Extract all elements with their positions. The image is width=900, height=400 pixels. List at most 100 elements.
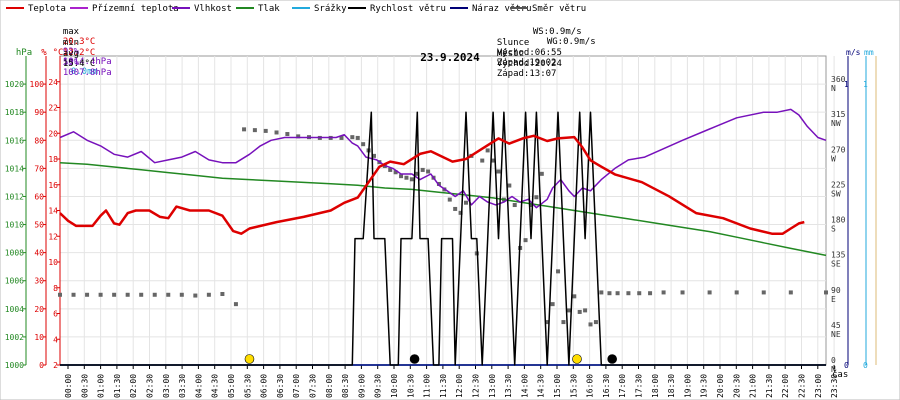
chart-title: 23.9.2024 bbox=[420, 51, 480, 64]
x-tick-label: 05:30 bbox=[243, 374, 252, 398]
x-tick-label: 07:00 bbox=[292, 374, 301, 398]
info-moonset: Západ:13:07 bbox=[496, 69, 557, 79]
wind-direction-point bbox=[233, 302, 238, 307]
wind-direction-point bbox=[583, 308, 588, 313]
wind-direction-point bbox=[179, 292, 184, 297]
temperature-tick-label: 12 bbox=[48, 232, 58, 241]
wind-direction-point bbox=[350, 135, 355, 140]
wind-direction-point bbox=[58, 292, 62, 297]
wind-direction-point bbox=[263, 128, 268, 133]
pressure-tick-label: 1012 bbox=[5, 192, 24, 201]
legend-label: Vlhkost bbox=[194, 4, 232, 14]
temperature-tick-label: 8 bbox=[53, 284, 58, 293]
wind-tick-label: 1 bbox=[844, 80, 849, 89]
wind-direction-point bbox=[607, 291, 612, 296]
humidity-tick-label: 40 bbox=[34, 249, 44, 258]
humidity-tick-label: 70 bbox=[34, 164, 44, 173]
info-moon-label: Měsíc bbox=[496, 49, 524, 59]
wind-direction-point bbox=[550, 302, 555, 307]
direction-tick-label: 270 bbox=[831, 145, 846, 154]
wind-direction-point bbox=[388, 167, 393, 172]
stat-min-temp: 12.2°C bbox=[62, 48, 96, 58]
wind-direction-point bbox=[577, 309, 582, 314]
wind-direction-point bbox=[361, 142, 366, 147]
wind-direction-point bbox=[707, 290, 712, 295]
stat-max: max 20.3°C 93% 1014.4hPa 0.0mm bbox=[52, 17, 112, 77]
info-sun: Slunce Východ:06:55 Západ:19:02 bbox=[486, 28, 562, 68]
wind-direction-point bbox=[507, 183, 512, 188]
series-layer bbox=[58, 108, 828, 366]
wind-direction-point bbox=[480, 158, 485, 163]
wind-direction-point bbox=[680, 290, 685, 295]
x-tick-label: 13:30 bbox=[504, 374, 513, 398]
direction-name-label: SW bbox=[831, 189, 841, 198]
series-line-rychlost-v-tru bbox=[60, 111, 826, 366]
x-tick-label: 19:30 bbox=[700, 374, 709, 398]
temperature-tick-label: 18 bbox=[48, 155, 58, 164]
x-tick-label: 06:30 bbox=[276, 374, 285, 398]
stat-min-hum: 53% bbox=[62, 58, 80, 68]
direction-tick-label: 45 bbox=[831, 321, 841, 330]
x-tick-label: 20:00 bbox=[716, 374, 725, 398]
temperature-tick-label: 2 bbox=[53, 361, 58, 370]
x-tick-label: 17:30 bbox=[635, 374, 644, 398]
stat-min-pres: 1007.8hPa bbox=[62, 68, 112, 78]
pressure-tick-label: 1000 bbox=[5, 361, 24, 370]
pressure-unit-label: hPa bbox=[16, 48, 32, 58]
stat-min-label: min bbox=[62, 38, 80, 48]
wind-direction-point bbox=[355, 135, 360, 140]
series-line-vlhkost bbox=[59, 108, 827, 209]
wind-direction-point bbox=[98, 292, 103, 297]
x-tick-label: 03:30 bbox=[178, 374, 187, 398]
humidity-tick-label: 10 bbox=[34, 333, 44, 342]
wind-direction-point bbox=[572, 294, 577, 299]
wind-direction-point bbox=[561, 320, 566, 325]
x-tick-label: 10:00 bbox=[390, 374, 399, 398]
pressure-tick-label: 1004 bbox=[5, 305, 24, 314]
x-tick-label: 10:30 bbox=[406, 374, 415, 398]
x-tick-label: 07:30 bbox=[309, 374, 318, 398]
wind-direction-point bbox=[339, 135, 344, 140]
direction-name-label: S bbox=[831, 225, 836, 234]
temperature-unit-label: °C bbox=[53, 48, 64, 58]
wind-direction-point bbox=[528, 203, 533, 208]
info-sunset: Západ:19:02 bbox=[496, 58, 557, 68]
legend-label: Teplota bbox=[28, 4, 66, 14]
humidity-tick-label: 0 bbox=[39, 361, 44, 370]
humidity-tick-label: 90 bbox=[34, 108, 44, 117]
series-line-teplota bbox=[59, 134, 805, 235]
stat-max-pres: 1014.4hPa bbox=[62, 57, 112, 67]
wind-direction-point bbox=[637, 291, 642, 296]
wind-direction-point bbox=[420, 167, 425, 172]
x-tick-label: 00:00 bbox=[64, 374, 73, 398]
x-tick-label: 03:00 bbox=[162, 374, 171, 398]
x-tick-label: 06:00 bbox=[260, 374, 269, 398]
direction-tick-label: 180 bbox=[831, 216, 846, 225]
x-tick-label: 22:30 bbox=[798, 374, 807, 398]
x-tick-label: 16:30 bbox=[602, 374, 611, 398]
wind-direction-point bbox=[112, 292, 117, 297]
temperature-tick-label: 24 bbox=[48, 78, 58, 87]
legend-label: Náraz větru bbox=[472, 4, 532, 14]
x-tick-label: 18:00 bbox=[651, 374, 660, 398]
wind-direction-point bbox=[588, 322, 593, 327]
temperature-tick-label: 4 bbox=[53, 335, 58, 344]
x-tick-label: 23:00 bbox=[814, 374, 823, 398]
x-axis-label: čas bbox=[832, 369, 848, 380]
wind-direction-point bbox=[566, 308, 571, 313]
wind-direction-point bbox=[648, 291, 653, 296]
rain-tick-label: 1 bbox=[863, 80, 868, 89]
pressure-tick-label: 1018 bbox=[5, 108, 24, 117]
rain-tick-label: 0 bbox=[863, 361, 868, 370]
pressure-tick-label: 1002 bbox=[5, 333, 24, 342]
wind-direction-point bbox=[139, 292, 144, 297]
wind-direction-point bbox=[824, 290, 828, 295]
wind-direction-point bbox=[458, 210, 463, 215]
wind-direction-point bbox=[399, 174, 404, 179]
wind-direction-point bbox=[447, 197, 452, 202]
direction-tick-label: 0 bbox=[831, 356, 836, 365]
wind-direction-point bbox=[453, 206, 458, 211]
x-tick-label: 15:30 bbox=[569, 374, 578, 398]
humidity-tick-label: 80 bbox=[34, 136, 44, 145]
legend-label: Rychlost větru bbox=[370, 4, 446, 14]
